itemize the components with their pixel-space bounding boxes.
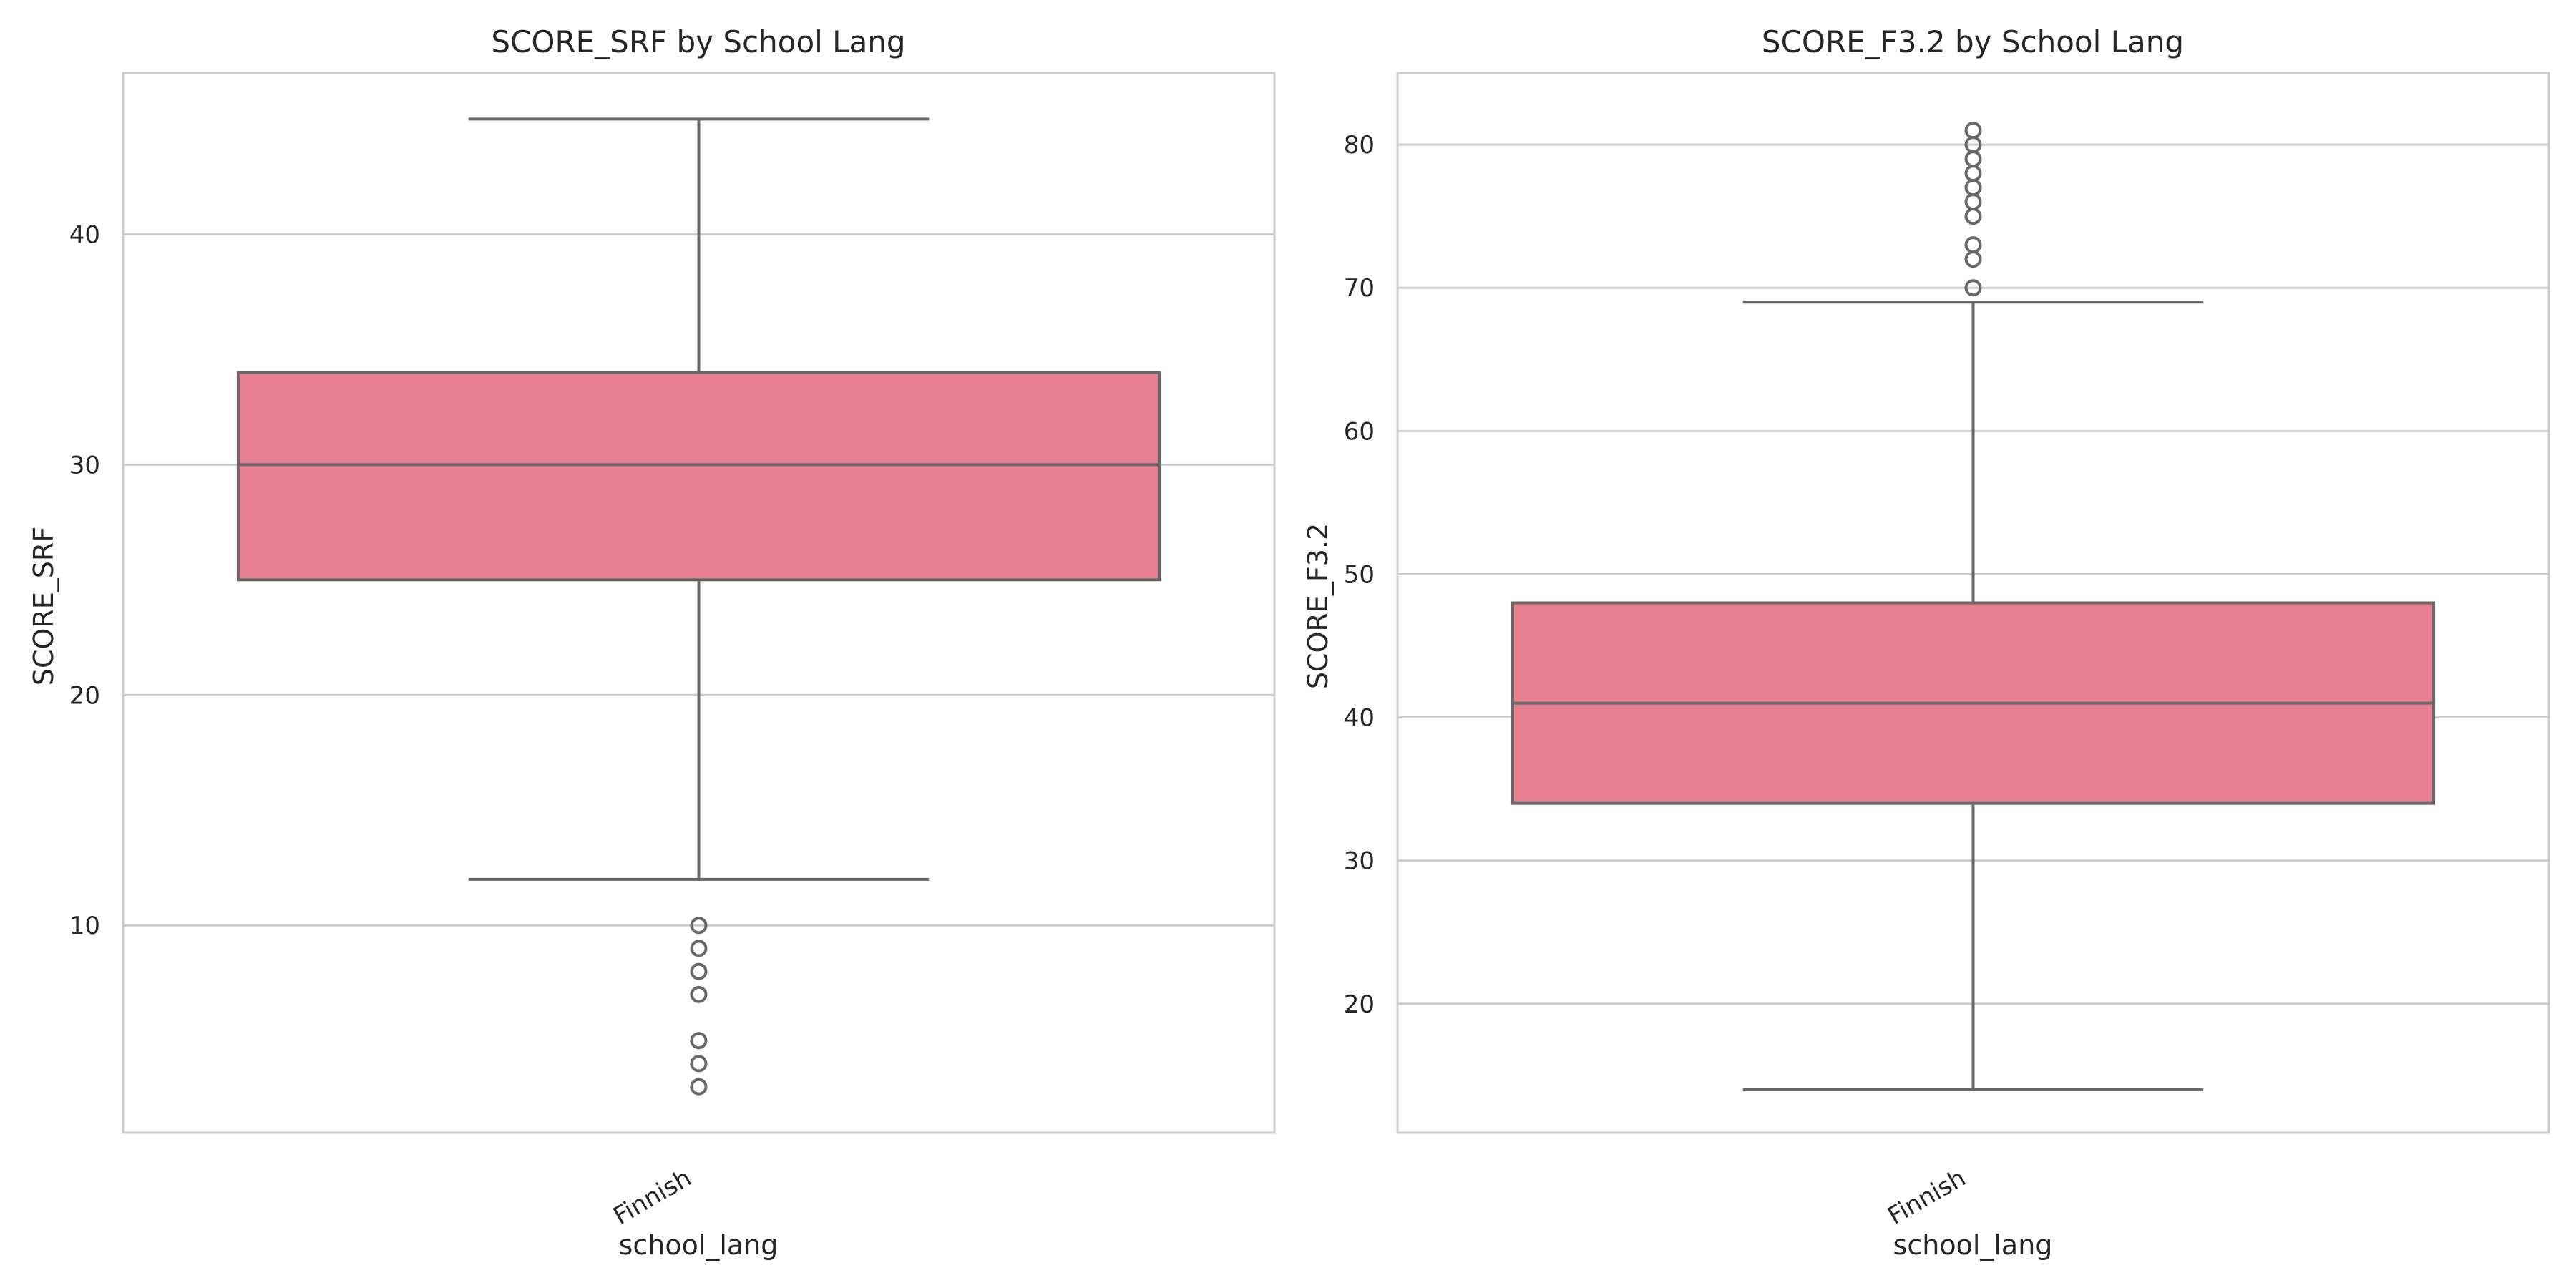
y-tick-label: 70 [1344,274,1375,303]
x-axis-label: school_lang [1893,1229,2053,1261]
y-axis-label: SCORE_F3.2 [1302,523,1334,689]
y-axis-label: SCORE_SRF [28,527,59,686]
y-tick-label: 20 [69,681,100,710]
y-tick-label: 40 [1344,704,1375,733]
outlier-point [690,962,708,980]
y-tick-label: 20 [1344,990,1375,1019]
y-tick-label: 30 [69,451,100,479]
outlier-point [690,1078,708,1096]
x-axis-label: school_lang [619,1229,779,1261]
y-tick-label: 10 [69,912,100,940]
outlier-point [690,985,708,1003]
plot-frame [122,72,1276,1134]
outlier-point [690,1055,708,1073]
y-tick-label: 60 [1344,417,1375,446]
y-tick-label: 50 [1344,560,1375,589]
outlier-point [690,940,708,957]
outlier-point [690,1032,708,1050]
chart-panel-f32: SCORE_F3.2 by School Lang school_lang SC… [1302,24,2550,1261]
plot-frame [1396,72,2550,1134]
outlier-point [690,917,708,935]
chart-title: SCORE_SRF by School Lang [491,24,905,59]
chart-panel-srf: SCORE_SRF by School Lang school_lang SCO… [28,24,1276,1261]
iqr-box [236,371,1161,582]
outlier-point [1964,122,1982,140]
y-tick-label: 30 [1344,847,1375,876]
y-tick-label: 80 [1344,131,1375,160]
outlier-point [1964,236,1982,254]
chart-title: SCORE_F3.2 by School Lang [1762,24,2184,59]
y-tick-label: 40 [69,220,100,249]
outlier-point [1964,279,1982,297]
